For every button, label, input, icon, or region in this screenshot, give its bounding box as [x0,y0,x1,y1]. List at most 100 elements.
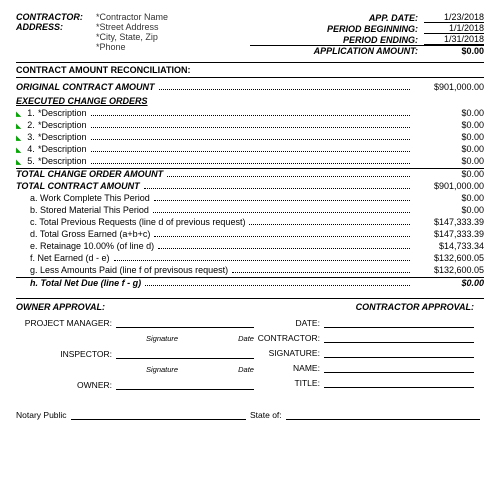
change-order-row: ◣2.*Description $0.00 [16,120,484,130]
app-amount: $0.00 [424,46,484,56]
co-number: 5. [24,156,38,166]
calc-label: a. Work Complete This Period [16,193,150,203]
r-date-label: DATE: [254,318,324,328]
header-block: CONTRACTOR: *Contractor Name ADDRESS: *S… [16,12,484,56]
calc-amount: $132,600.05 [414,253,484,263]
notary-row: Notary Public State of: [16,410,484,420]
change-order-row: ◣5.*Description$0.00 [16,156,484,166]
app-date: 1/23/2018 [424,12,484,23]
approval-block: OWNER APPROVAL: PROJECT MANAGER: Signatu… [16,298,484,396]
contractor-block: CONTRACTOR: *Contractor Name ADDRESS: *S… [16,12,250,56]
calc-label: g. Less Amounts Paid (line f of previsou… [16,265,228,275]
co-description: *Description [38,156,87,166]
reconciliation-header: CONTRACT AMOUNT RECONCILIATION: [16,62,484,78]
calculation-lines: a. Work Complete This Period$0.00b. Stor… [16,193,484,275]
r-title-line [324,378,474,388]
state-label: State of: [250,410,282,420]
original-contract-label: ORIGINAL CONTRACT AMOUNT [16,82,155,92]
calc-line: a. Work Complete This Period $0.00 [16,193,484,203]
calc-amount: $14,733.34 [414,241,484,251]
app-date-label: APP. DATE: [369,13,418,23]
change-orders-header: EXECUTED CHANGE ORDERS [16,96,484,106]
change-orders-list: ◣1.*Description$0.00◣2.*Description$0.00… [16,108,484,166]
period-end-label: PERIOD ENDING: [343,35,418,45]
calc-amount: $132,600.05 [414,265,484,275]
sig-caption: Signature [146,334,178,343]
co-number: 3. [24,132,38,142]
co-number: 2. [24,120,38,130]
calc-amount: $0.00 [414,193,484,203]
total-change-label: TOTAL CHANGE ORDER AMOUNT [16,169,163,179]
period-block: APP. DATE: 1/23/2018 PERIOD BEGINNING: 1/1… [250,12,484,56]
co-number: 1. [24,108,38,118]
app-amount-label: APPLICATION AMOUNT: [314,46,418,56]
owner-label: OWNER: [16,380,116,390]
r-name-label: NAME: [254,363,324,373]
period-begin: 1/1/2018 [424,23,484,34]
co-description: *Description [38,132,87,142]
street-address: *Street Address [96,22,159,32]
original-contract-amount: $901,000.00 [414,82,484,92]
calc-line: d. Total Gross Earned (a+b+c) $147,333.39 [16,229,484,239]
co-description: *Description [38,144,87,154]
r-signature-line [324,348,474,358]
r-contractor-line [324,333,474,343]
r-name-line [324,363,474,373]
net-due-label: h. Total Net Due (line f - g) [16,278,141,288]
inspector-sig-line [116,349,254,359]
pm-label: PROJECT MANAGER: [16,318,116,328]
total-change-amount: $0.00 [414,169,484,179]
change-order-row: ◣4.*Description $0.00 [16,144,484,154]
r-title-label: TITLE: [254,378,324,388]
calc-line: f. Net Earned (d - e)$132,600.05 [16,253,484,263]
pm-sig-line [116,318,254,328]
change-order-row: ◣3.*Description $0.00 [16,132,484,142]
inspector-label: INSPECTOR: [16,349,116,359]
co-amount: $0.00 [414,108,484,118]
marker-icon: ◣ [16,122,24,130]
date-caption: Date [238,334,254,343]
calc-line: c. Total Previous Requests (line d of pr… [16,217,484,227]
marker-icon: ◣ [16,110,24,118]
contractor-label: CONTRACTOR: [16,12,96,22]
co-amount: $0.00 [414,144,484,154]
notary-label: Notary Public [16,410,67,420]
total-contract-label: TOTAL CONTRACT AMOUNT [16,181,140,191]
calc-amount: $0.00 [414,205,484,215]
owner-sig-line [116,380,254,390]
r-date-line [324,318,474,328]
owner-approval-title: OWNER APPROVAL: [16,302,254,312]
calc-label: b. Stored Material This Period [16,205,149,215]
calc-line: g. Less Amounts Paid (line f of previsou… [16,265,484,275]
calc-amount: $147,333.39 [414,229,484,239]
co-description: *Description [38,108,87,118]
total-contract-amount: $901,000.00 [414,181,484,191]
period-begin-label: PERIOD BEGINNING: [327,24,418,34]
state-line [286,410,480,420]
change-order-row: ◣1.*Description $0.00 [16,108,484,118]
calc-label: d. Total Gross Earned (a+b+c) [16,229,150,239]
calc-label: e. Retainage 10.00% (of line d) [16,241,154,251]
owner-approval-col: OWNER APPROVAL: PROJECT MANAGER: Signatu… [16,302,254,396]
calc-amount: $147,333.39 [414,217,484,227]
co-amount: $0.00 [414,132,484,142]
city-state-zip: *City, State, Zip [96,32,158,42]
period-end: 1/31/2018 [424,34,484,45]
co-amount: $0.00 [414,120,484,130]
address-label: ADDRESS: [16,22,96,32]
calc-line: b. Stored Material This Period $0.00 [16,205,484,215]
contractor-approval-col: CONTRACTOR APPROVAL: DATE: CONTRACTOR: S… [254,302,484,396]
net-due-amount: $0.00 [414,278,484,288]
contractor-approval-title: CONTRACTOR APPROVAL: [254,302,484,312]
notary-line [71,410,246,420]
marker-icon: ◣ [16,134,24,142]
r-contractor-label: CONTRACTOR: [254,333,324,343]
contractor-name: *Contractor Name [96,12,168,22]
marker-icon: ◣ [16,146,24,154]
calc-label: c. Total Previous Requests (line d of pr… [16,217,245,227]
marker-icon: ◣ [16,158,24,166]
r-signature-label: SIGNATURE: [254,348,324,358]
co-number: 4. [24,144,38,154]
co-description: *Description [38,120,87,130]
phone: *Phone [96,42,126,52]
